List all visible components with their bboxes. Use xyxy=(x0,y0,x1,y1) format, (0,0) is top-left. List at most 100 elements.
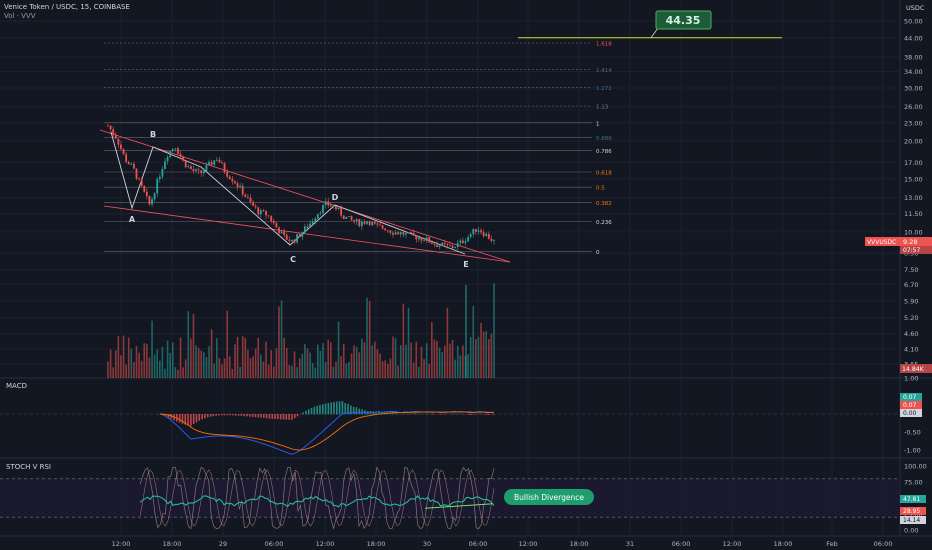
candle-body xyxy=(322,205,324,213)
candle-body xyxy=(135,168,138,179)
volume-bar xyxy=(213,363,216,378)
candle-body xyxy=(389,230,392,233)
volume-bar xyxy=(405,344,407,378)
volume-bar xyxy=(438,347,441,378)
candle-body xyxy=(169,151,172,158)
candle-body xyxy=(107,125,109,127)
candle-body xyxy=(428,237,431,243)
macd-histogram-bar xyxy=(279,414,282,420)
candle-body xyxy=(412,232,415,236)
candle-body xyxy=(446,243,449,245)
macd-histogram-bar xyxy=(403,413,405,415)
candle-body xyxy=(109,125,112,130)
macd-histogram-bar xyxy=(333,401,335,415)
candle-body xyxy=(415,235,418,240)
fib-retracement: 1.618 1.414 1.272 1.13 1 0.886 0.786 0.618 0.5 0.… xyxy=(104,10,782,256)
volume-bar xyxy=(462,345,464,378)
volume-bar xyxy=(389,358,392,378)
candle-body xyxy=(254,205,257,208)
candle-body xyxy=(493,240,495,242)
candle-body xyxy=(231,178,234,182)
volume-bar xyxy=(350,353,353,378)
macd-histogram-bar xyxy=(229,414,231,416)
volume-bar xyxy=(280,300,283,378)
macd-histogram-bar xyxy=(234,414,237,416)
candle-body xyxy=(366,221,368,224)
time-tick: 06:00 xyxy=(265,540,284,548)
volume-bar xyxy=(135,346,138,378)
stoch-d-line xyxy=(139,469,495,527)
candle-body xyxy=(464,241,467,243)
target-box-label: 44.35 xyxy=(666,14,701,27)
candle-body xyxy=(293,239,296,243)
volume-bar xyxy=(469,336,472,378)
volume-bar xyxy=(187,311,190,378)
fib-label: 0.886 xyxy=(596,136,612,142)
macd-histogram-bar xyxy=(473,414,476,415)
volume-bar xyxy=(109,349,112,378)
volume-bar xyxy=(120,355,122,378)
macd-histogram-bar xyxy=(282,414,285,420)
candle-body xyxy=(345,216,348,220)
candle-body xyxy=(133,163,135,169)
fib-label: 0.5 xyxy=(596,186,605,192)
macd-histogram-bar xyxy=(164,414,167,417)
volume-legend: Vol · VVV xyxy=(4,12,36,20)
volume-bar xyxy=(164,368,166,378)
candle-body xyxy=(392,232,394,235)
wedge-upper xyxy=(99,129,511,263)
candle-body xyxy=(327,201,330,206)
candle-body xyxy=(394,232,397,235)
volume-bar xyxy=(174,366,177,378)
signal-line xyxy=(159,411,495,451)
macd-histogram-bar xyxy=(302,412,304,415)
candle-body xyxy=(156,178,159,194)
candle-body xyxy=(215,159,218,161)
fib-label: 1.414 xyxy=(596,68,612,74)
volume-bar xyxy=(296,367,298,378)
candle-body xyxy=(397,232,400,235)
time-tick: 06:00 xyxy=(469,540,488,548)
volume-bar xyxy=(166,340,169,378)
volume-bar xyxy=(366,297,368,378)
candle-body xyxy=(474,228,477,232)
price-tick: 10.00 xyxy=(904,228,923,236)
volume-bar xyxy=(260,354,262,378)
macd-histogram-bar xyxy=(201,414,203,420)
stoch-badge-label: 14.14 xyxy=(903,517,920,524)
candle-body xyxy=(477,230,480,232)
macd-histogram-bar xyxy=(406,413,408,415)
macd-histogram-bar xyxy=(459,413,462,415)
time-tick: 31 xyxy=(626,540,634,548)
candle-body xyxy=(469,234,472,238)
volume-bar xyxy=(345,363,348,378)
currency-label: USDC xyxy=(906,4,925,12)
macd-histogram-bar xyxy=(397,413,400,415)
candle-body xyxy=(386,230,389,232)
macd-histogram-bar xyxy=(251,414,254,417)
candle-body xyxy=(221,162,223,164)
candle-body xyxy=(443,242,446,244)
fib-label: 1.13 xyxy=(596,105,609,111)
macd-histogram-bar xyxy=(204,414,206,419)
volume-bar xyxy=(236,336,239,378)
volume-bar xyxy=(314,367,317,378)
candle-body xyxy=(158,176,161,179)
candle-body xyxy=(272,221,275,224)
volume-bar xyxy=(140,360,143,378)
time-tick: Feb xyxy=(826,540,838,548)
volume-bar xyxy=(399,345,402,378)
volume-bar xyxy=(410,342,412,378)
candle-body xyxy=(143,185,146,192)
volume-bar xyxy=(322,343,324,378)
macd-histogram-bar xyxy=(198,414,201,421)
macd-histogram-bar xyxy=(358,408,361,415)
stoch-tick: 0.00 xyxy=(904,527,918,535)
symbol-title: Venice Token / USDC, 15, COINBASE xyxy=(4,3,130,11)
candle-body xyxy=(226,172,229,177)
candle-body xyxy=(490,238,493,241)
stoch-legend: STOCH V RSI xyxy=(6,463,51,471)
trendlines xyxy=(99,129,511,263)
volume-bar xyxy=(114,350,117,378)
